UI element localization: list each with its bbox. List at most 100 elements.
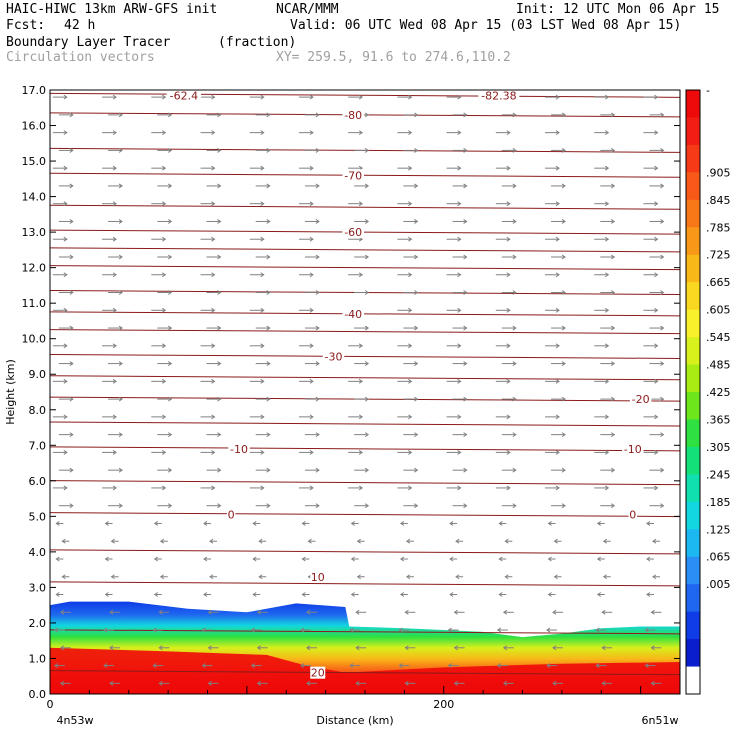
wind-vector [594, 201, 610, 207]
wind-vector [102, 485, 117, 491]
wind-vector [649, 147, 665, 153]
wind-vector [551, 396, 566, 402]
wind-vector [52, 414, 68, 420]
y-tick-label: 8.0 [29, 404, 47, 417]
wind-vector [151, 485, 167, 491]
temperature-contour-line [50, 172, 680, 178]
y-tick-label: 2.0 [29, 617, 47, 630]
y-tick-label: 14.0 [22, 191, 47, 204]
wind-vector [452, 361, 468, 366]
wind-vector [403, 361, 419, 366]
wind-vector [649, 467, 665, 473]
wind-vector [348, 485, 364, 491]
wind-vector [151, 130, 167, 136]
wind-vector [255, 290, 271, 295]
fcst-label: Fcst: [6, 18, 46, 33]
colorbar-label: .185 [706, 496, 731, 509]
wind-vector [301, 592, 310, 597]
wind-vector [504, 538, 513, 544]
wind-vector [255, 254, 271, 260]
wind-vector [108, 432, 123, 438]
y-tick-label: 10.0 [22, 333, 47, 346]
wind-vector [53, 663, 65, 668]
contour-label-bg [478, 90, 520, 102]
wind-vector [650, 645, 662, 651]
wind-vector [61, 574, 70, 580]
wind-vector [102, 272, 117, 278]
wind-vector [495, 236, 511, 242]
contour-label-bg [342, 226, 364, 239]
wind-vector [304, 325, 320, 331]
wind-vector [200, 414, 216, 420]
wind-vector [452, 396, 468, 402]
wind-vector [304, 396, 320, 402]
wind-vector [501, 147, 517, 153]
wind-vector [255, 432, 271, 438]
wind-vector [108, 325, 123, 331]
wind-vector [104, 521, 113, 526]
wind-vector [108, 219, 123, 224]
wind-vector [52, 236, 68, 242]
wind-vector [249, 272, 265, 278]
wind-vector [547, 556, 556, 562]
wind-vector [206, 325, 222, 331]
wind-vector [102, 449, 117, 455]
wind-vector [157, 254, 173, 260]
wind-vector [356, 538, 365, 544]
wind-vector [446, 414, 462, 420]
wind-vector [501, 290, 517, 295]
wind-vector [354, 219, 370, 224]
wind-vector [403, 112, 419, 118]
wind-vector [600, 325, 616, 331]
wind-vector [298, 94, 314, 100]
wind-vector [58, 503, 74, 509]
wind-vector [304, 219, 320, 224]
wind-vector [152, 627, 164, 633]
wind-vector [397, 236, 413, 242]
temperature-contour-line [50, 670, 680, 676]
wind-vector [58, 361, 74, 366]
wind-vector [209, 574, 217, 580]
wind-vector [594, 485, 610, 491]
wind-vector [102, 307, 117, 313]
wind-vector [498, 521, 507, 526]
wind-vector [397, 414, 413, 420]
wind-vector [594, 414, 610, 420]
colorbar-label: .545 [706, 331, 731, 344]
wind-vector [59, 680, 71, 686]
wind-vector [206, 503, 222, 509]
wind-vector [646, 592, 654, 597]
colorbar-swatch [686, 446, 700, 475]
wind-vector [602, 574, 611, 580]
wind-vector [108, 254, 123, 260]
wind-vector [206, 147, 222, 153]
wind-vector [108, 147, 123, 153]
wind-vector [151, 307, 167, 313]
wind-vector [349, 627, 361, 633]
wind-vector [649, 183, 665, 189]
wind-vector [495, 378, 511, 384]
wind-vector [545, 343, 560, 349]
wind-vector [399, 521, 408, 526]
wind-vector [200, 201, 216, 207]
wind-vector [600, 503, 616, 509]
colorbar-swatch [686, 199, 700, 228]
wind-vector [649, 219, 665, 224]
y-tick-label: 11.0 [22, 297, 47, 310]
wind-vector [644, 663, 656, 668]
wind-vector [354, 325, 370, 331]
wind-vector [403, 503, 419, 509]
colorbar-swatch [686, 117, 700, 146]
contour-label-bg [342, 307, 364, 320]
contour-label: -82.38 [481, 89, 516, 102]
wind-vector [158, 609, 170, 615]
wind-vector [594, 378, 610, 384]
wind-vector [52, 165, 68, 171]
wind-vector [547, 592, 556, 597]
wind-vector [306, 680, 317, 686]
wind-vector [643, 201, 659, 207]
wind-vector [596, 556, 605, 562]
wind-vector [200, 165, 216, 171]
temperature-contour-line [50, 512, 680, 518]
wind-vector [249, 414, 265, 420]
